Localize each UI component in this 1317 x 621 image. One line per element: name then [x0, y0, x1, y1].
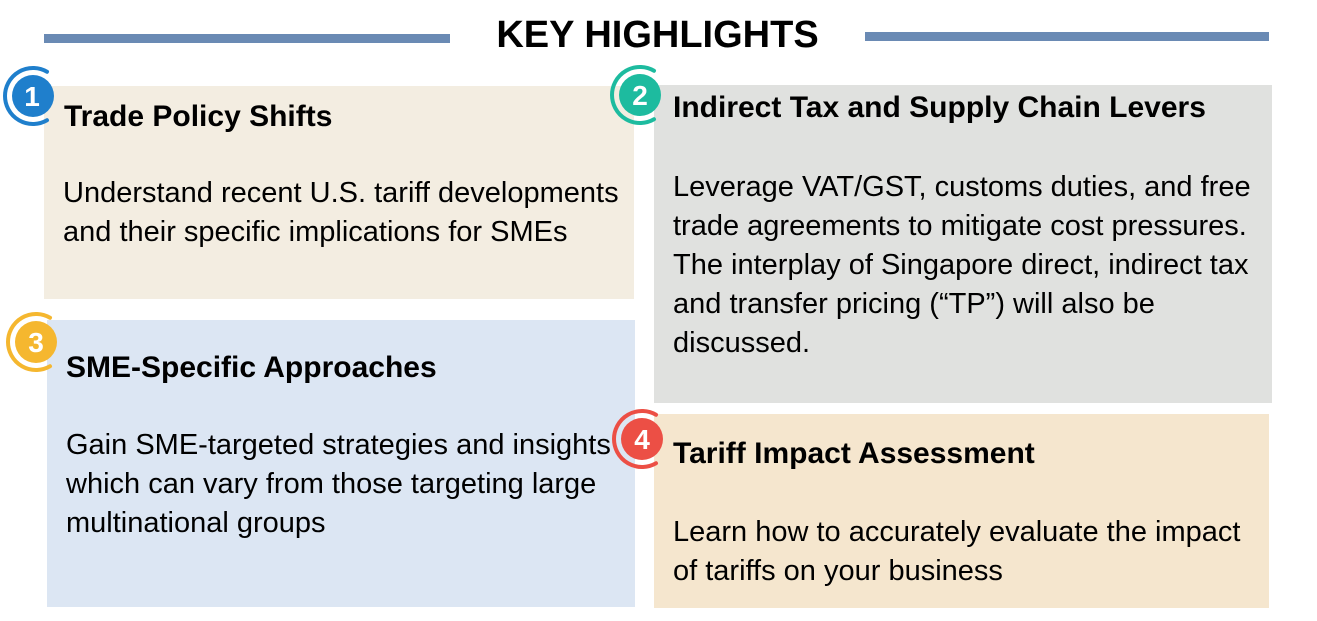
highlight-card-sme-approaches: SME-Specific Approaches Gain SME-targete… — [47, 320, 635, 607]
card-title: Trade Policy Shifts — [64, 100, 333, 133]
card-body: Learn how to accurately evaluate the imp… — [673, 516, 1241, 587]
number-badge-1: 1 — [3, 66, 54, 126]
badge-number: 4 — [634, 424, 650, 455]
card-title: Tariff Impact Assessment — [673, 437, 1035, 470]
number-badge-3: 3 — [6, 312, 57, 372]
highlight-card-tariff-impact: Tariff Impact Assessment Learn how to ac… — [654, 414, 1269, 608]
number-badge-4: 4 — [612, 409, 663, 469]
card-title: Indirect Tax and Supply Chain Levers — [673, 91, 1206, 124]
number-badge-2: 2 — [610, 65, 661, 125]
card-title: SME-Specific Approaches — [66, 351, 437, 384]
badge-number: 3 — [28, 327, 44, 358]
badge-number: 1 — [24, 81, 40, 112]
card-body: Gain SME-targeted strategies and insight… — [66, 429, 611, 539]
highlight-card-trade-policy: Trade Policy Shifts Understand recent U.… — [44, 86, 634, 299]
highlight-card-indirect-tax: Indirect Tax and Supply Chain Levers Lev… — [654, 85, 1272, 403]
card-body: Leverage VAT/GST, customs duties, and fr… — [673, 171, 1251, 359]
badge-number: 2 — [632, 80, 648, 111]
header-rule-left — [44, 34, 450, 43]
page-title: KEY HIGHLIGHTS — [496, 14, 819, 56]
header-rule-right — [865, 32, 1269, 41]
card-body: Understand recent U.S. tariff developmen… — [63, 177, 619, 248]
